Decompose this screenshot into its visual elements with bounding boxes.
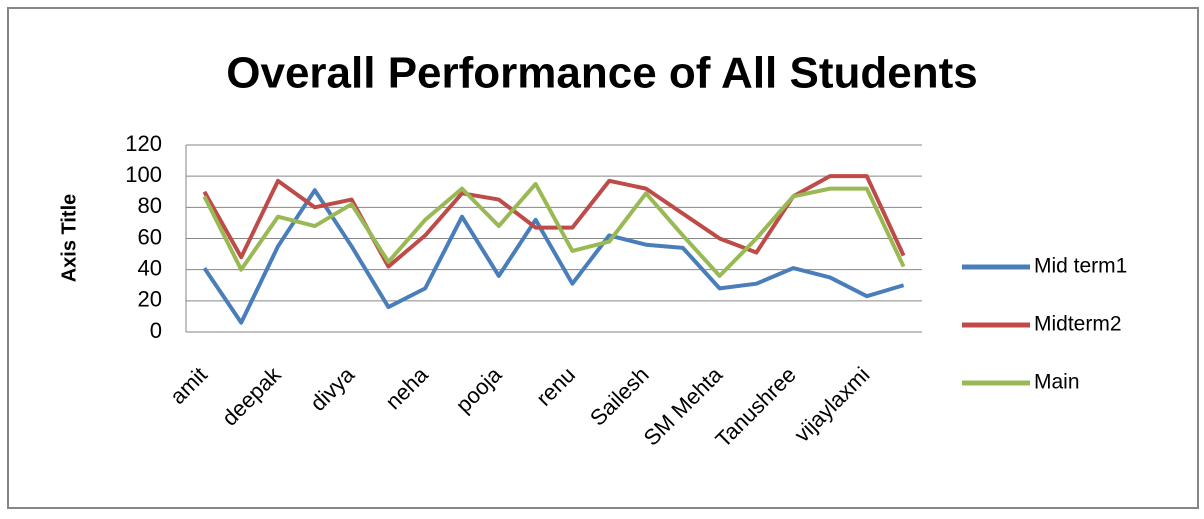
y-tick-label: 0: [150, 318, 162, 343]
y-tick-label: 60: [138, 224, 162, 249]
legend-label: Midterm2: [1034, 313, 1122, 336]
y-tick-label: 80: [138, 193, 162, 218]
series-line: [202, 181, 906, 278]
y-axis-title: Axis Title: [58, 194, 80, 283]
y-tick-label: 120: [125, 131, 162, 156]
chart-title: Overall Performance of All Students: [226, 49, 977, 98]
chart-border: [7, 7, 1199, 509]
y-tick-label: 40: [138, 255, 162, 280]
series-line: [202, 188, 905, 325]
y-tick-label: 100: [125, 162, 162, 187]
legend-label: Main: [1034, 371, 1080, 394]
y-tick-label: 20: [138, 287, 162, 312]
legend-label: Mid term1: [1034, 255, 1127, 278]
